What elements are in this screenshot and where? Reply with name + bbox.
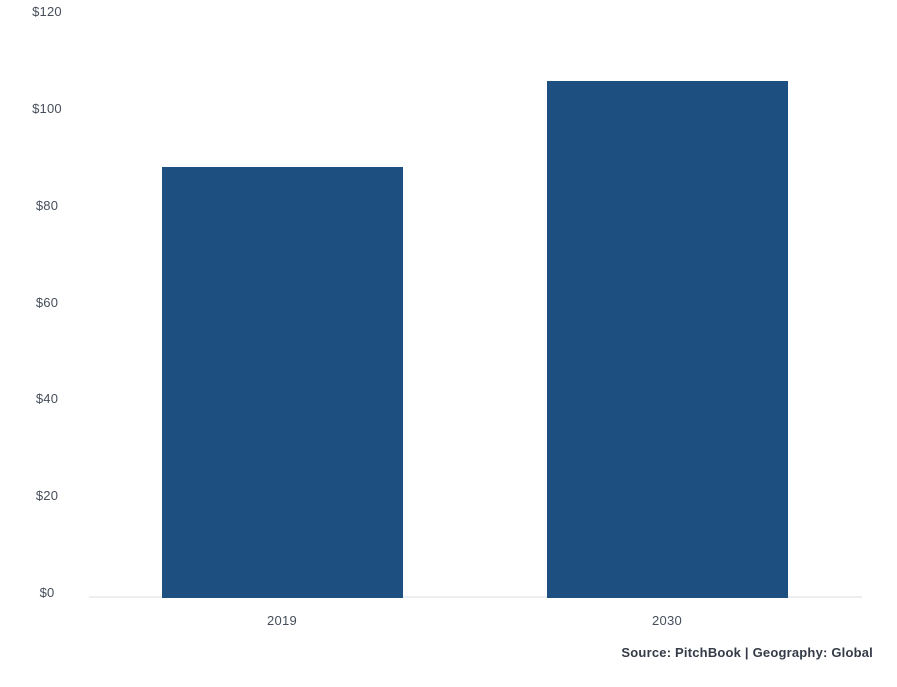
y-axis-tick-label: $20 <box>35 488 59 504</box>
x-axis-tick-label: 2019 <box>266 613 298 628</box>
x-axis-tick-label: 2030 <box>651 613 683 628</box>
source-note: Source: PitchBook | Geography: Global <box>621 645 873 660</box>
y-axis-tick-label: $80 <box>35 197 59 213</box>
bar-2019 <box>161 167 403 598</box>
y-axis-tick-label: $120 <box>32 4 62 19</box>
bar-2030 <box>546 81 788 598</box>
x-axis-line <box>89 596 862 598</box>
y-axis-tick-label: $40 <box>35 391 59 407</box>
y-axis-tick-label: $100 <box>32 100 62 116</box>
y-axis-tick-label: $60 <box>35 294 59 310</box>
y-axis-tick-label: $0 <box>39 585 55 600</box>
